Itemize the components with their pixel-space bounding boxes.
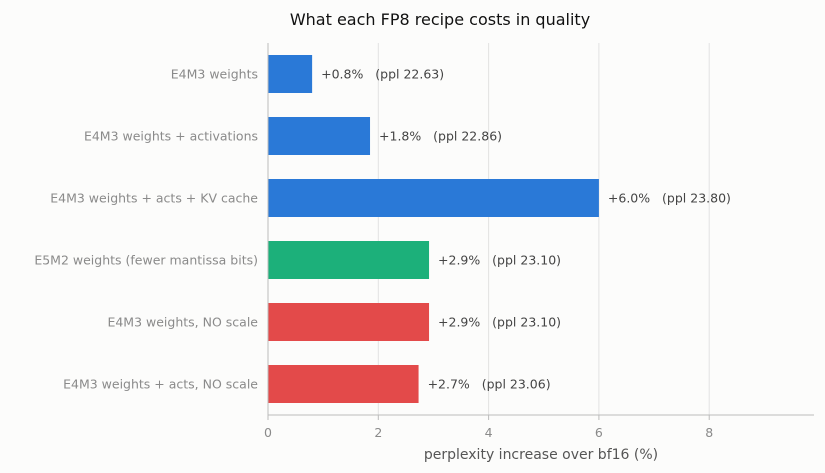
data-label: +1.8% (ppl 22.86) <box>379 129 502 144</box>
labels: E4M3 weights +0.8% (ppl 22.63) E4M3 weight… <box>34 67 731 392</box>
x-tick-label: 4 <box>485 425 493 440</box>
bar <box>268 241 430 279</box>
bar <box>268 117 371 155</box>
bar <box>268 55 313 93</box>
bars <box>268 55 599 403</box>
x-tick-label: 2 <box>374 425 382 440</box>
x-tick-label: 0 <box>264 425 272 440</box>
category-label: E5M2 weights (fewer mantissa bits) <box>34 253 258 268</box>
axes: 0 2 4 6 8 <box>264 43 814 440</box>
x-tick-label: 8 <box>705 425 713 440</box>
data-label: +6.0% (ppl 23.80) <box>608 191 731 206</box>
category-label: E4M3 weights + acts, NO scale <box>63 377 258 392</box>
x-axis-label: perplexity increase over bf16 (%) <box>424 447 658 463</box>
grid <box>377 43 710 415</box>
category-label: E4M3 weights + acts + KV cache <box>50 191 258 206</box>
data-label: +0.8% (ppl 22.63) <box>321 67 444 82</box>
chart-title: What each FP8 recipe costs in quality <box>290 10 590 29</box>
x-tick-label: 6 <box>595 425 603 440</box>
data-label: +2.9% (ppl 23.10) <box>438 315 561 330</box>
bar <box>268 179 599 217</box>
data-label: +2.7% (ppl 23.06) <box>428 377 551 392</box>
bar <box>268 365 419 403</box>
category-label: E4M3 weights <box>171 67 258 82</box>
data-label: +2.9% (ppl 23.10) <box>438 253 561 268</box>
bar <box>268 303 430 341</box>
category-label: E4M3 weights + activations <box>84 129 258 144</box>
category-label: E4M3 weights, NO scale <box>107 315 258 330</box>
